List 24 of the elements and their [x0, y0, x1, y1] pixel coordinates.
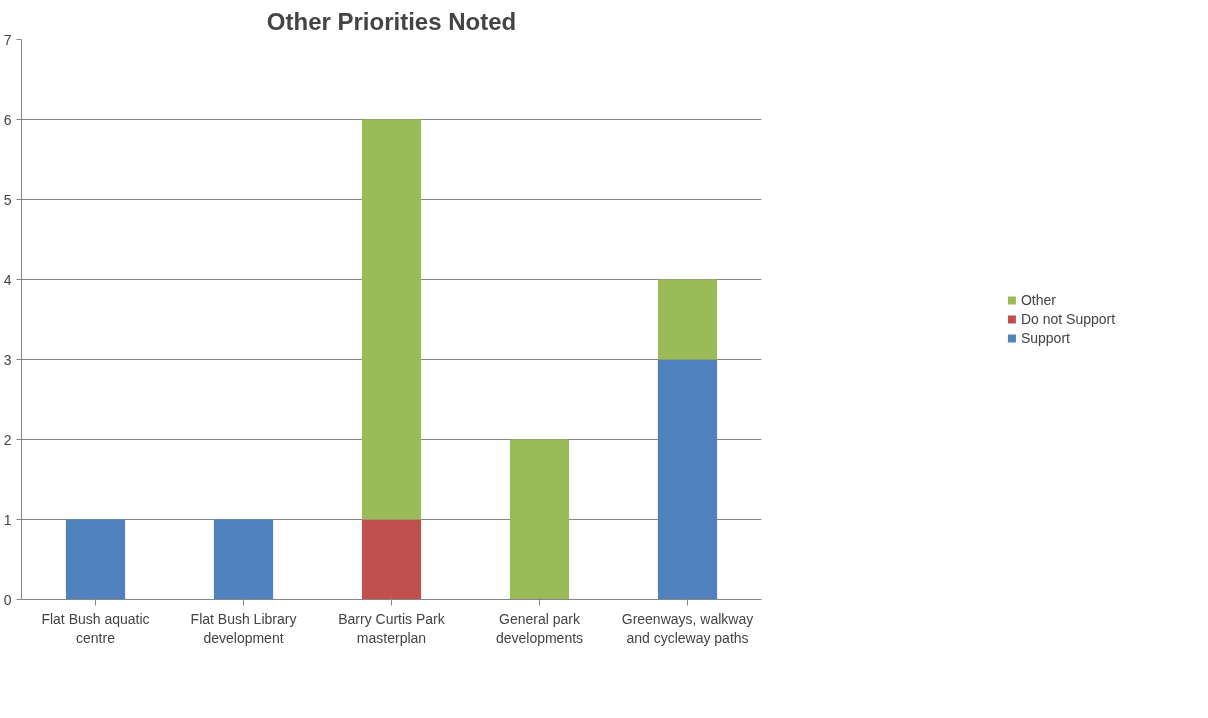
y-tick-label: 6 — [3, 111, 12, 128]
legend-label: Support — [1020, 330, 1070, 346]
bar — [65, 519, 126, 600]
bar — [509, 439, 570, 600]
bar — [657, 359, 718, 600]
y-tick-label: 5 — [3, 191, 12, 208]
chart-title: Other Priorities Noted — [266, 7, 517, 35]
x-tick-label: Flat Bush Library development — [190, 610, 297, 646]
y-tick-label: 4 — [3, 271, 12, 288]
x-tick-label: Barry Curtis Park masterplan — [338, 610, 446, 646]
x-tick-label: Flat Bush aquatic centre — [41, 610, 150, 646]
y-tick-label: 1 — [3, 511, 12, 528]
y-tick-label: 0 — [3, 591, 12, 608]
y-tick-label: 7 — [3, 31, 12, 48]
x-tick-label: General park developments — [495, 610, 584, 646]
legend-label: Other — [1020, 292, 1056, 308]
y-tick-label: 3 — [3, 351, 12, 368]
bar — [213, 519, 274, 600]
bar — [361, 519, 422, 600]
bar — [657, 279, 718, 360]
y-tick-label: 2 — [3, 431, 12, 448]
x-tick-label: Greenways, walkway and cycleway paths — [621, 610, 754, 646]
bar — [361, 119, 422, 520]
legend-label: Do not Support — [1020, 311, 1116, 327]
